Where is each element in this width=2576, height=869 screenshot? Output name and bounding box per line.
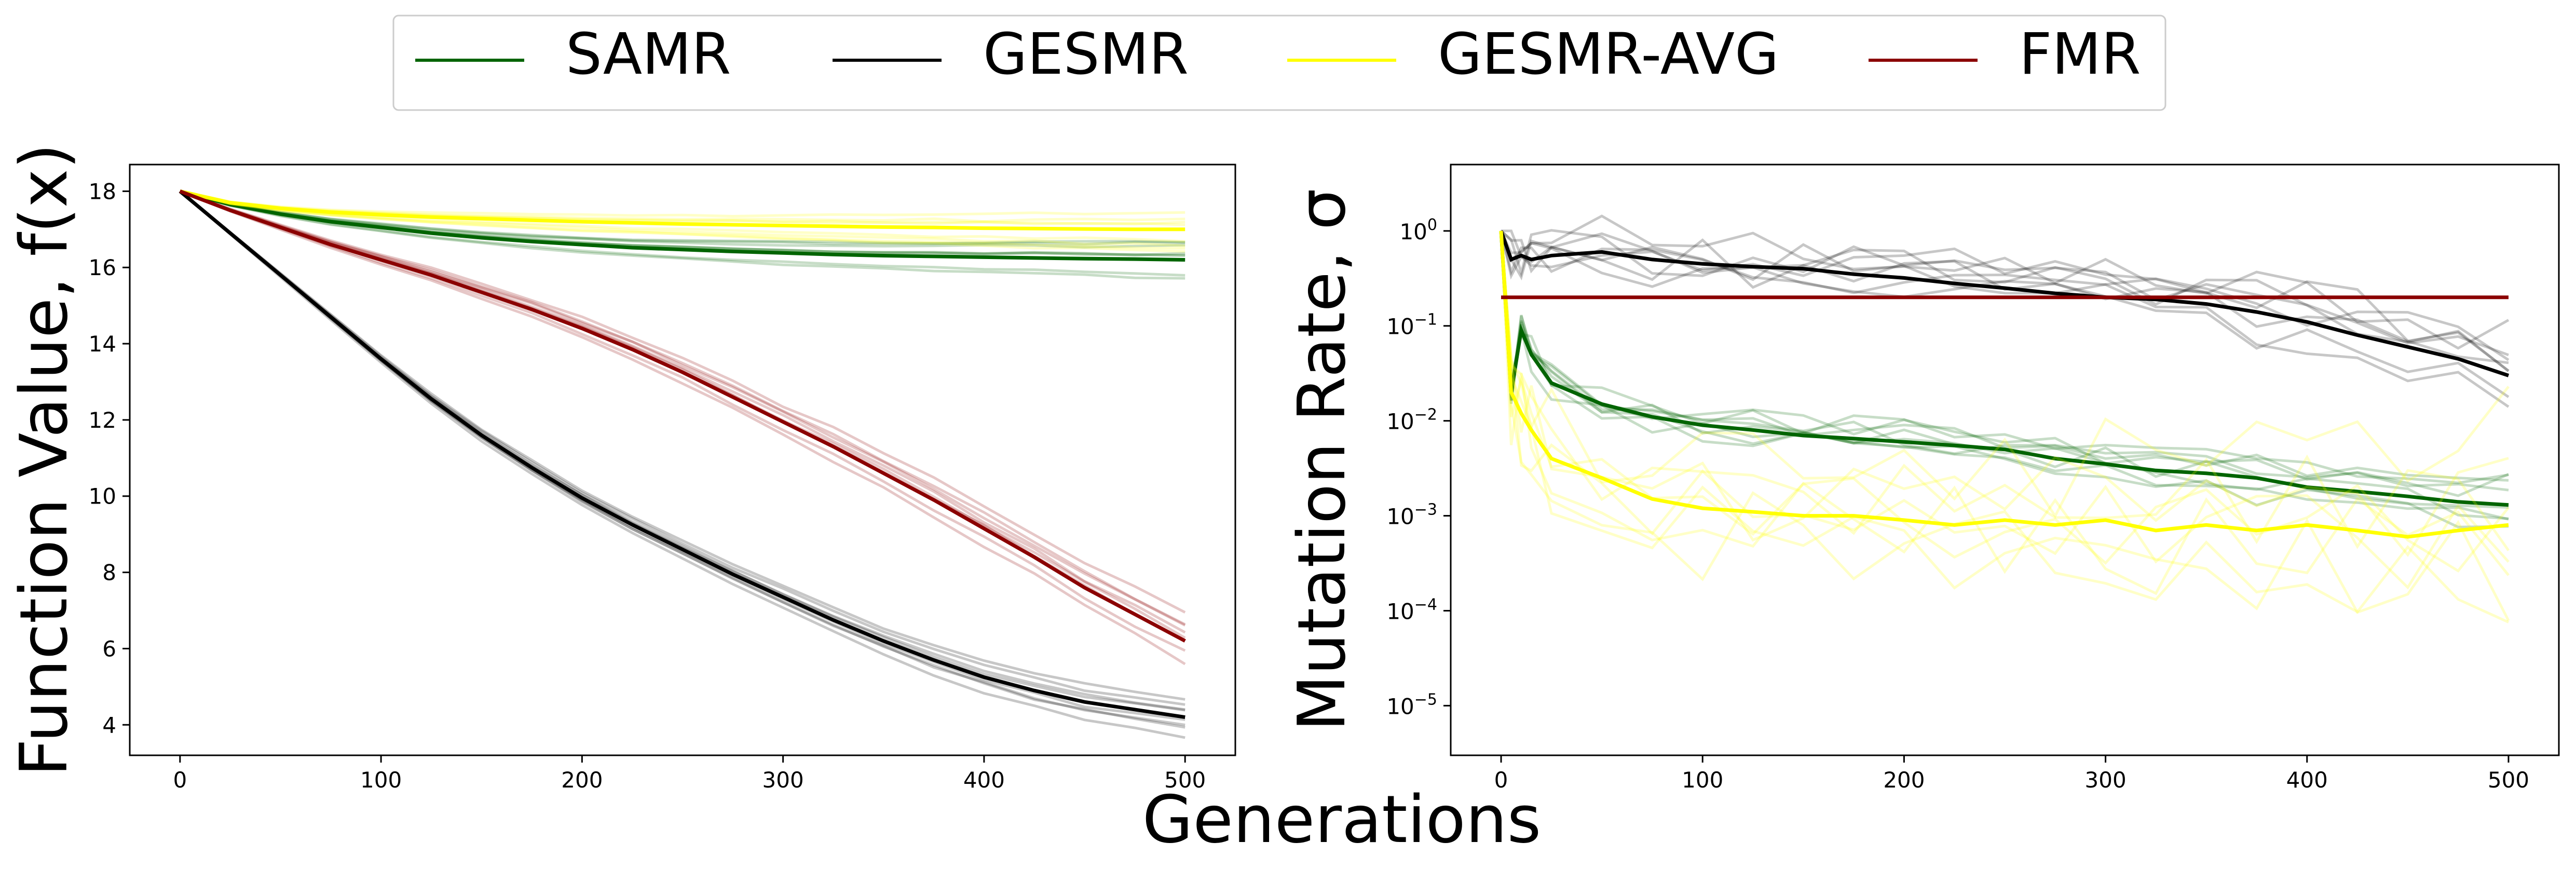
function-value-gesmr-avg-run-line (180, 189, 1185, 223)
mutation-rate-gesmr-avg-run-line (1500, 230, 2510, 590)
function-value-y-tick-label: 12 (89, 408, 116, 433)
function-value-gesmr-run-line (179, 190, 1185, 726)
mutation-rate-x-tick-label: 0 (1494, 767, 1508, 793)
function-value-samr-run-line (180, 189, 1185, 245)
function-value-fmr-run-line (179, 190, 1186, 626)
function-value-gesmr-run-line (179, 190, 1185, 706)
mutation-rate-gesmr-run-line (1500, 230, 2509, 364)
function-value-fmr-run-line (179, 190, 1186, 627)
function-value-fmr-mean-line (179, 189, 1186, 643)
mutation-rate-gesmr-run-line (1500, 230, 2510, 398)
legend-frame (392, 15, 2166, 111)
mutation-rate-samr-run-line (1500, 230, 2509, 520)
function-value-gesmr-mean-line (179, 189, 1185, 719)
mutation-rate-gesmr-run-line (1500, 229, 2509, 357)
function-value-x-tick-label: 200 (561, 767, 603, 793)
function-value-gesmr-avg-mean-line (180, 189, 1185, 232)
function-value-x-tick-label: 500 (1164, 767, 1206, 793)
function-value-x-tick-label: 400 (963, 767, 1005, 793)
mutation-rate-gesmr-run-line (1500, 229, 2510, 373)
legend-label-gesmr: GESMR (983, 21, 1189, 87)
mutation-rate-samr-run-line (1500, 230, 2509, 497)
mutation-rate-x-tick-label: 500 (2488, 767, 2529, 793)
function-value-panel: 0 100 200 300 400 500 4 6 8 10 12 14 16 18 Function … (6, 143, 1236, 793)
function-value-gesmr-avg-run-line (180, 189, 1185, 250)
mutation-rate-y-axis-label: Mutation Rate, σ (1284, 188, 1360, 731)
function-value-y-tick-label: 16 (89, 255, 116, 280)
legend: SAMR GESMR GESMR-AVG FMR (392, 15, 2166, 111)
mutation-rate-gesmr-avg-run-line (1500, 230, 2510, 623)
mutation-rate-y-tick-label: 100 (1399, 216, 1437, 245)
function-value-y-tick-label: 18 (89, 179, 116, 204)
function-value-samr-mean-line (179, 189, 1185, 262)
legend-label-fmr: FMR (2019, 21, 2141, 87)
function-value-gesmr-run-line (179, 190, 1185, 729)
mutation-rate-y-tick-label: 10−2 (1386, 406, 1437, 434)
function-value-y-ticks: 4 6 8 10 12 14 16 18 (89, 179, 130, 738)
mutation-rate-samr-run-line (1500, 230, 2509, 482)
function-value-fmr-run-line (179, 190, 1186, 652)
function-value-plot-area (179, 189, 1186, 739)
mutation-rate-gesmr-avg-mean-line (1499, 230, 2509, 539)
mutation-rate-x-tick-label: 400 (2286, 767, 2328, 793)
mutation-rate-samr-run-line (1500, 230, 2509, 509)
mutation-rate-x-tick-label: 200 (1883, 767, 1925, 793)
mutation-rate-samr-mean-line (1499, 230, 2509, 507)
mutation-rate-gesmr-avg-run-line (1500, 230, 2510, 621)
function-value-x-tick-label: 100 (360, 767, 402, 793)
function-value-y-tick-label: 6 (102, 636, 116, 661)
legend-label-gesmr-avg: GESMR-AVG (1438, 21, 1779, 87)
mutation-rate-x-tick-label: 100 (1682, 767, 1723, 793)
mutation-rate-gesmr-avg-run-line (1500, 230, 2510, 519)
mutation-rate-gesmr-run-line (1500, 214, 2510, 350)
function-value-fmr-run-line (179, 190, 1186, 614)
function-value-gesmr-avg-run-line (180, 189, 1185, 243)
function-value-axes-frame (129, 164, 1236, 756)
mutation-rate-x-tick-label: 300 (2085, 767, 2127, 793)
x-axis-label: Generations (1142, 781, 1542, 858)
function-value-samr-run-line (180, 189, 1185, 249)
mutation-rate-gesmr-run-line (1500, 230, 2510, 408)
function-value-samr-run-line (180, 189, 1185, 277)
function-value-gesmr-run-line (179, 190, 1185, 739)
mutation-rate-x-ticks: 0 100 200 300 400 500 (1494, 755, 2529, 793)
mutation-rate-gesmr-mean-line (1499, 230, 2510, 377)
mutation-rate-gesmr-avg-run-line (1500, 230, 2510, 551)
mutation-rate-samr-run-line (1500, 230, 2509, 521)
mutation-rate-axes-frame (1450, 164, 2560, 756)
function-value-gesmr-avg-run-line (180, 189, 1185, 218)
mutation-rate-gesmr-run-line (1501, 229, 2510, 372)
legend-label-samr: SAMR (566, 21, 731, 87)
function-value-y-axis-label: Function Value, f(x) (6, 143, 82, 776)
function-value-x-tick-label: 0 (173, 767, 187, 793)
mutation-rate-y-tick-label: 10−5 (1386, 690, 1437, 719)
mutation-rate-panel: 0 100 200 300 400 500 10−5 10−4 10−3 10−2 10−1 100… (1284, 164, 2560, 793)
function-value-gesmr-avg-run-line (180, 189, 1185, 253)
function-value-fmr-run-line (179, 190, 1186, 666)
function-value-x-tick-label: 300 (762, 767, 804, 793)
mutation-rate-y-ticks: 10−5 10−4 10−3 10−2 10−1 100 (1386, 216, 1451, 719)
function-value-y-tick-label: 10 (89, 484, 116, 509)
function-value-y-tick-label: 4 (102, 712, 116, 738)
function-value-x-ticks: 0 100 200 300 400 500 (173, 755, 1206, 793)
mutation-rate-y-tick-label: 10−3 (1386, 501, 1437, 529)
mutation-rate-gesmr-avg-run-line (1500, 230, 2510, 595)
mutation-rate-samr-run-line (1500, 230, 2509, 492)
function-value-samr-run-line (180, 189, 1185, 246)
mutation-rate-y-tick-label: 10−1 (1386, 311, 1437, 340)
function-value-gesmr-avg-run-line (180, 189, 1185, 247)
mutation-rate-y-tick-label: 10−4 (1386, 595, 1437, 624)
function-value-y-tick-label: 8 (102, 560, 116, 586)
function-value-y-tick-label: 14 (89, 331, 116, 357)
function-value-gesmr-run-line (179, 190, 1185, 701)
mutation-rate-gesmr-avg-run-line (1500, 230, 2510, 573)
function-value-samr-run-line (180, 189, 1185, 280)
mutation-rate-plot-area (1499, 214, 2510, 623)
